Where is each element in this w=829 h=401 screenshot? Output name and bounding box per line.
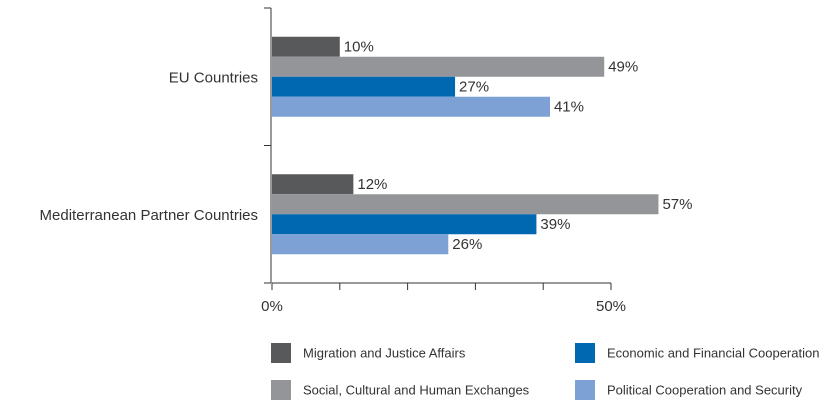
category-label: EU Countries: [169, 70, 258, 87]
bar: [272, 194, 659, 215]
legend-swatch: [575, 380, 595, 400]
bar: [272, 76, 456, 97]
value-label: 12%: [357, 176, 387, 193]
category-label: Mediterranean Partner Countries: [40, 207, 258, 224]
value-label: 39%: [540, 216, 570, 233]
legend-swatch: [575, 343, 595, 363]
bar: [272, 234, 449, 255]
value-label: 10%: [344, 39, 374, 56]
value-label: 49%: [608, 59, 638, 76]
legend-label: Migration and Justice Affairs: [303, 345, 466, 360]
legend-label: Political Cooperation and Security: [607, 382, 803, 397]
legend-swatch: [271, 380, 291, 400]
value-label: 27%: [459, 79, 489, 96]
x-tick-label: 0%: [261, 298, 283, 315]
bar: [272, 174, 354, 195]
x-tick-label: 50%: [596, 298, 626, 315]
bar: [272, 56, 605, 77]
bar: [272, 36, 340, 57]
legend-label: Economic and Financial Cooperation: [607, 345, 819, 360]
bar: [272, 96, 550, 117]
value-label: 26%: [452, 236, 482, 253]
value-label: 41%: [554, 99, 584, 116]
value-label: 57%: [662, 196, 692, 213]
legend-swatch: [271, 343, 291, 363]
legend-label: Social, Cultural and Human Exchanges: [303, 382, 530, 397]
bar: [272, 214, 537, 235]
